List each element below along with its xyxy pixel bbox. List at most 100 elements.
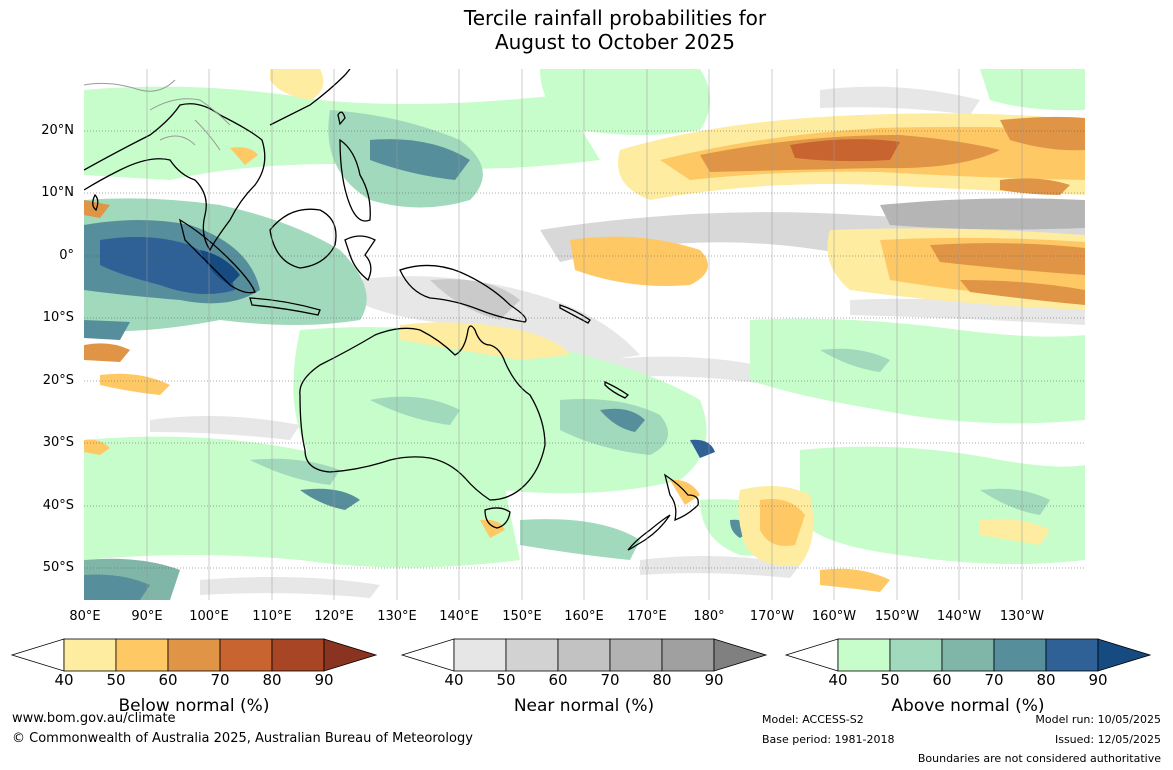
map-panel bbox=[84, 69, 1085, 600]
below-normal-swatch-over bbox=[323, 638, 378, 672]
lat-label-20s: 20°S bbox=[42, 373, 74, 388]
above-normal-swatch-under bbox=[784, 638, 839, 672]
below-normal-swatch-2 bbox=[115, 638, 169, 672]
map-gridlines bbox=[84, 130, 1085, 569]
lon-label-160w: 160°W bbox=[811, 609, 857, 624]
philippines-coastline bbox=[339, 138, 371, 222]
footer-copyright: © Commonwealth of Australia 2025, Austra… bbox=[12, 731, 473, 746]
map-title: Tercile rainfall probabilities for Augus… bbox=[300, 6, 930, 54]
lon-label-100e: 100°E bbox=[189, 609, 229, 624]
coastlines bbox=[84, 69, 699, 551]
colorbar-tick: 90 bbox=[314, 671, 334, 689]
below-normal-title: Below normal (%) bbox=[118, 696, 270, 716]
colorbar-tick: 70 bbox=[210, 671, 230, 689]
new-guinea-coastline bbox=[399, 264, 527, 323]
colorbar-tick: 80 bbox=[1036, 671, 1056, 689]
near-normal-title: Near normal (%) bbox=[513, 696, 655, 716]
colorbar-tick: 60 bbox=[932, 671, 952, 689]
new-caledonia-coastline bbox=[604, 380, 630, 399]
below-normal-swatch-4 bbox=[219, 638, 273, 672]
footer-model: Model: ACCESS-S2 bbox=[762, 713, 864, 726]
lat-label-50s: 50°S bbox=[42, 560, 74, 575]
new-zealand-south-coastline bbox=[627, 514, 671, 551]
above-normal-title: Above normal (%) bbox=[891, 696, 1045, 716]
lon-label-90e: 90°E bbox=[131, 609, 163, 624]
near-normal-colorbar bbox=[400, 638, 768, 672]
colorbar-tick: 50 bbox=[496, 671, 516, 689]
sri-lanka-coastline bbox=[92, 193, 99, 212]
borneo-coastline bbox=[269, 208, 337, 269]
above-normal-swatch-5 bbox=[1045, 638, 1099, 672]
near-normal-swatch-3 bbox=[557, 638, 611, 672]
colorbar-tick: 50 bbox=[880, 671, 900, 689]
title-line-2: August to October 2025 bbox=[494, 30, 736, 54]
lon-label-150e: 150°E bbox=[502, 609, 542, 624]
colorbar-tick: 90 bbox=[1088, 671, 1108, 689]
lon-label-140e: 140°E bbox=[439, 609, 479, 624]
java-coastline bbox=[249, 297, 321, 316]
near-normal-swatch-5 bbox=[661, 638, 715, 672]
above-normal-field bbox=[84, 69, 1085, 600]
tasmania-coastline bbox=[484, 507, 511, 529]
colorbar-tick: 80 bbox=[652, 671, 672, 689]
china-coastline bbox=[269, 69, 351, 126]
below-normal-swatch-5 bbox=[271, 638, 325, 672]
near-normal-swatch-2 bbox=[505, 638, 559, 672]
lon-label-130w: 130°W bbox=[999, 609, 1045, 624]
colorbar-tick: 90 bbox=[704, 671, 724, 689]
near-normal-swatch-under bbox=[400, 638, 455, 672]
colorbar-tick: 80 bbox=[262, 671, 282, 689]
lon-label-110e: 110°E bbox=[252, 609, 292, 624]
map-meridians bbox=[146, 69, 1023, 600]
lon-label-170e: 170°E bbox=[627, 609, 667, 624]
title-line-1: Tercile rainfall probabilities for bbox=[463, 6, 767, 30]
colorbar-tick: 40 bbox=[828, 671, 848, 689]
below-normal-swatch-1 bbox=[63, 638, 117, 672]
lon-label-170w: 170°W bbox=[749, 609, 795, 624]
colorbar-tick: 50 bbox=[106, 671, 126, 689]
lat-label-20n: 20°N bbox=[41, 123, 74, 138]
lat-label-30s: 30°S bbox=[42, 435, 74, 450]
above-normal-swatch-1 bbox=[837, 638, 891, 672]
colorbar-tick: 70 bbox=[984, 671, 1004, 689]
lon-label-150w: 150°W bbox=[874, 609, 920, 624]
lon-label-160e: 160°E bbox=[564, 609, 604, 624]
above-normal-swatch-2 bbox=[889, 638, 943, 672]
near-normal-swatch-4 bbox=[609, 638, 663, 672]
above-normal-swatch-3 bbox=[941, 638, 995, 672]
footer-url: www.bom.gov.au/climate bbox=[12, 711, 176, 726]
colorbar-tick: 40 bbox=[54, 671, 74, 689]
below-normal-field bbox=[84, 69, 1085, 592]
solomon-islands-coastline bbox=[559, 304, 591, 324]
above-normal-swatch-over bbox=[1097, 638, 1152, 672]
below-normal-colorbar bbox=[10, 638, 378, 672]
footer-base-period: Base period: 1981-2018 bbox=[762, 733, 895, 746]
colorbar-tick: 60 bbox=[158, 671, 178, 689]
footer-issued: Issued: 12/05/2025 bbox=[1054, 733, 1161, 746]
taiwan-coastline bbox=[337, 111, 346, 126]
colorbar-tick: 40 bbox=[444, 671, 464, 689]
below-normal-swatch-3 bbox=[167, 638, 221, 672]
near-normal-swatch-over bbox=[713, 638, 768, 672]
new-zealand-north-coastline bbox=[663, 473, 699, 522]
near-normal-swatch-1 bbox=[453, 638, 507, 672]
colorbar-tick: 60 bbox=[548, 671, 568, 689]
lat-label-equator: 0° bbox=[59, 248, 74, 263]
southeast-asia-coastline bbox=[84, 103, 266, 252]
footer-disclaimer: Boundaries are not considered authoritat… bbox=[917, 752, 1161, 765]
lon-label-120e: 120°E bbox=[314, 609, 354, 624]
lat-label-10n: 10°N bbox=[41, 185, 74, 200]
lon-label-80e: 80°E bbox=[69, 609, 101, 624]
australia-coastline bbox=[299, 325, 546, 501]
lon-label-140w: 140°W bbox=[936, 609, 982, 624]
lon-label-130e: 130°E bbox=[377, 609, 417, 624]
lat-label-40s: 40°S bbox=[42, 498, 74, 513]
above-normal-colorbar bbox=[784, 638, 1152, 672]
lon-label-180: 180° bbox=[693, 609, 725, 624]
lat-label-10s: 10°S bbox=[42, 310, 74, 325]
above-normal-swatch-4 bbox=[993, 638, 1047, 672]
below-normal-swatch-under bbox=[10, 638, 65, 672]
colorbar-tick: 70 bbox=[600, 671, 620, 689]
footer-model-run: Model run: 10/05/2025 bbox=[1035, 713, 1161, 726]
